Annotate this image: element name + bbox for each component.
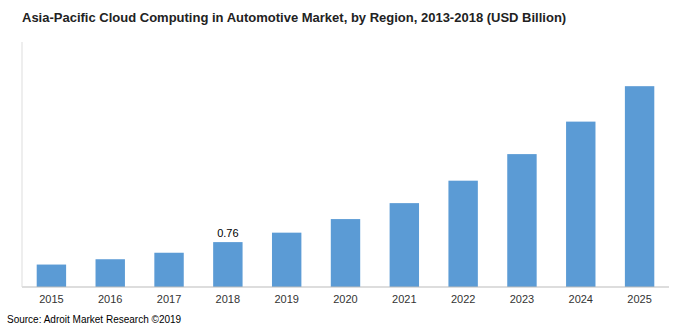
- x-tick-label: 2019: [274, 293, 298, 305]
- bars: [37, 86, 655, 287]
- x-tick-label: 2025: [627, 293, 651, 305]
- x-tick-label: 2018: [216, 293, 240, 305]
- bar: [37, 265, 66, 287]
- x-tick-label: 2020: [333, 293, 357, 305]
- bar: [272, 233, 301, 287]
- x-tick-label: 2017: [157, 293, 181, 305]
- x-tick-label: 2022: [451, 293, 475, 305]
- title: Asia-Pacific Cloud Computing in Automoti…: [22, 10, 566, 25]
- y-axis-line: [22, 42, 23, 287]
- x-tick-label: 2015: [39, 293, 63, 305]
- bar: [625, 86, 654, 287]
- x-tick-label: 2016: [98, 293, 122, 305]
- source: Source: Adroit Market Research ©2019: [7, 314, 182, 325]
- x-tick-label: 2023: [510, 293, 534, 305]
- x-tick-label: 2024: [569, 293, 593, 305]
- x-tick-label: 2021: [392, 293, 416, 305]
- bar: [213, 242, 242, 287]
- bar: [507, 154, 536, 287]
- bar: [390, 203, 419, 287]
- data-label: 0.76: [217, 227, 238, 239]
- x-axis-line: [22, 287, 669, 288]
- bar: [96, 259, 125, 287]
- bar: [448, 181, 477, 287]
- bar: [154, 253, 183, 287]
- bar: [566, 122, 595, 287]
- bar: [331, 219, 360, 287]
- chart: Asia-Pacific Cloud Computing in Automoti…: [0, 0, 681, 329]
